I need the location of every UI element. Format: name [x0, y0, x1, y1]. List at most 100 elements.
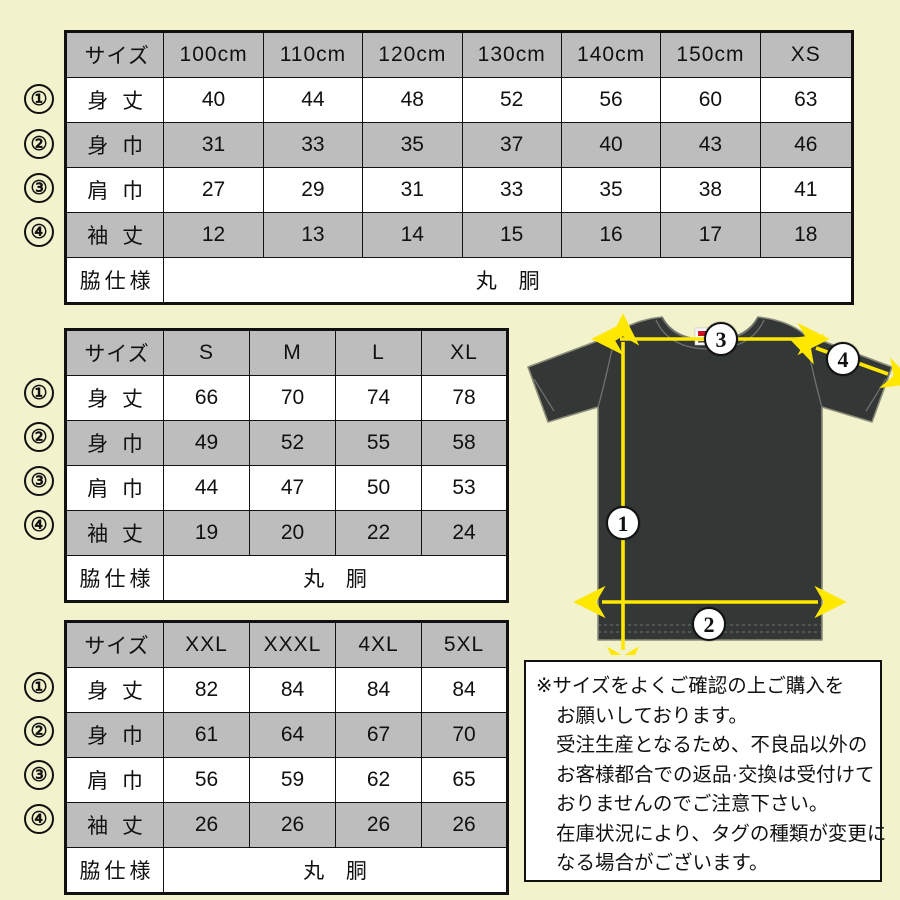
tshirt-diagram: 3 4 1 2 — [520, 310, 900, 655]
cell: 16 — [560, 212, 662, 258]
note-line: 在庫状況により、タグの種類が変更に — [556, 822, 887, 845]
row-label-side-spec: 脇仕様 — [65, 847, 164, 894]
cell: 31 — [362, 167, 463, 213]
table-row: 肩 巾 56 59 62 65 — [65, 757, 508, 803]
marker-3-kids: ③ — [24, 173, 54, 203]
cell: 35 — [560, 167, 662, 213]
table-row: 袖 丈 26 26 26 26 — [65, 802, 508, 848]
table-row-header: サイズ S M L XL — [65, 329, 508, 376]
row-label-sleeve-length: 袖 丈 — [65, 802, 164, 848]
size-table-kids: サイズ 100cm 110cm 120cm 130cm 140cm 150cm … — [64, 30, 854, 305]
size-table-adult: サイズ S M L XL 身 丈 66 70 74 78 身 巾 49 52 5… — [64, 328, 509, 603]
side-spec-value: 丸 胴 — [163, 555, 508, 602]
shirt-marker-3: 3 — [704, 322, 738, 356]
cell: 84 — [249, 667, 336, 713]
row-label-shoulder-width: 肩 巾 — [64, 167, 165, 213]
table-row-footer: 脇仕様 丸 胴 — [65, 555, 508, 602]
cell: 67 — [335, 712, 422, 758]
table-row: 身 巾 61 64 67 70 — [65, 712, 508, 758]
note-line: なる場合がございます。 — [556, 852, 769, 874]
cell: 61 — [163, 712, 250, 758]
row-label-body-length: 身 丈 — [65, 667, 164, 713]
side-spec-value: 丸 胴 — [163, 257, 853, 304]
marker-4-big: ④ — [24, 804, 54, 834]
cell: 27 — [163, 167, 264, 213]
cell: 70 — [249, 375, 336, 421]
header-size-m: M — [249, 329, 336, 376]
cell: 55 — [335, 420, 422, 466]
header-size-s: S — [163, 329, 250, 376]
cell: 18 — [759, 212, 854, 258]
row-label-body-length: 身 丈 — [65, 375, 164, 421]
shirt-marker-2: 2 — [692, 607, 726, 641]
cell: 47 — [249, 465, 336, 511]
marker-4-adult: ④ — [24, 510, 54, 540]
cell: 17 — [660, 212, 761, 258]
cell: 40 — [560, 122, 662, 168]
cell: 65 — [421, 757, 508, 803]
header-size-5xl: 5XL — [421, 621, 508, 668]
cell: 63 — [759, 77, 854, 123]
header-size-l: L — [335, 329, 422, 376]
marker-4-kids: ④ — [24, 217, 54, 247]
cell: 46 — [759, 122, 854, 168]
side-spec-value: 丸 胴 — [163, 847, 508, 894]
header-size-120cm: 120cm — [362, 31, 463, 78]
cell: 19 — [163, 510, 250, 556]
header-size-4xl: 4XL — [335, 621, 422, 668]
row-label-body-length: 身 丈 — [64, 77, 165, 123]
cell: 56 — [560, 77, 662, 123]
note-line: お願いしております。 — [556, 704, 748, 727]
row-label-shoulder-width: 肩 巾 — [65, 465, 164, 511]
row-label-body-width: 身 巾 — [65, 420, 164, 466]
cell: 64 — [249, 712, 336, 758]
table-row: 身 丈 40 44 48 52 56 60 63 — [64, 77, 854, 123]
cell: 53 — [421, 465, 508, 511]
cell: 44 — [262, 77, 364, 123]
marker-3-adult: ③ — [24, 466, 54, 496]
cell: 24 — [421, 510, 508, 556]
header-size-label: サイズ — [64, 31, 165, 78]
table-row: 身 巾 49 52 55 58 — [65, 420, 508, 466]
table-row: 袖 丈 19 20 22 24 — [65, 510, 508, 556]
cell: 15 — [461, 212, 562, 258]
table-row: 身 巾 31 33 35 37 40 43 46 — [64, 122, 854, 168]
row-label-sleeve-length: 袖 丈 — [64, 212, 165, 258]
cell: 31 — [163, 122, 264, 168]
cell: 26 — [335, 802, 422, 848]
cell: 52 — [461, 77, 562, 123]
cell: 70 — [421, 712, 508, 758]
row-label-body-width: 身 巾 — [64, 122, 165, 168]
cell: 62 — [335, 757, 422, 803]
cell: 50 — [335, 465, 422, 511]
cell: 56 — [163, 757, 250, 803]
row-label-body-width: 身 巾 — [65, 712, 164, 758]
header-size-150cm: 150cm — [660, 31, 761, 78]
marker-2-adult: ② — [24, 422, 54, 452]
header-size-110cm: 110cm — [262, 31, 364, 78]
marker-1-big: ① — [24, 672, 54, 702]
marker-3-big: ③ — [24, 760, 54, 790]
cell: 13 — [262, 212, 364, 258]
cell: 20 — [249, 510, 336, 556]
header-size-xs: XS — [759, 31, 854, 78]
table-row: 袖 丈 12 13 14 15 16 17 18 — [64, 212, 854, 258]
cell: 52 — [249, 420, 336, 466]
cell: 26 — [421, 802, 508, 848]
cell: 35 — [362, 122, 463, 168]
cell: 38 — [660, 167, 761, 213]
note-line: おりませんのでご注意下さい。 — [556, 793, 829, 815]
header-size-xxxl: XXXL — [249, 621, 336, 668]
row-label-shoulder-width: 肩 巾 — [65, 757, 164, 803]
cell: 33 — [262, 122, 364, 168]
cell: 26 — [163, 802, 250, 848]
cell: 33 — [461, 167, 562, 213]
header-size-100cm: 100cm — [163, 31, 264, 78]
cell: 59 — [249, 757, 336, 803]
row-label-sleeve-length: 袖 丈 — [65, 510, 164, 556]
header-size-xxl: XXL — [163, 621, 250, 668]
header-size-label: サイズ — [65, 329, 164, 376]
cell: 37 — [461, 122, 562, 168]
table-row: 肩 巾 44 47 50 53 — [65, 465, 508, 511]
